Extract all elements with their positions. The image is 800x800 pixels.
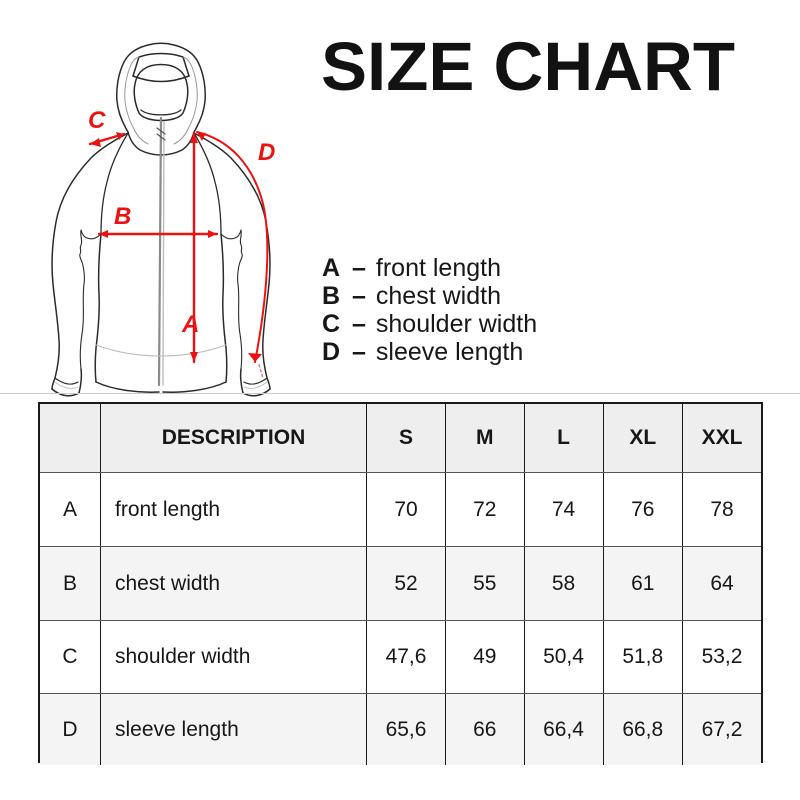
svg-text:D: D [258,139,275,166]
svg-text:A: A [181,311,199,338]
svg-text:C: C [88,107,106,134]
svg-text:B: B [114,203,131,230]
